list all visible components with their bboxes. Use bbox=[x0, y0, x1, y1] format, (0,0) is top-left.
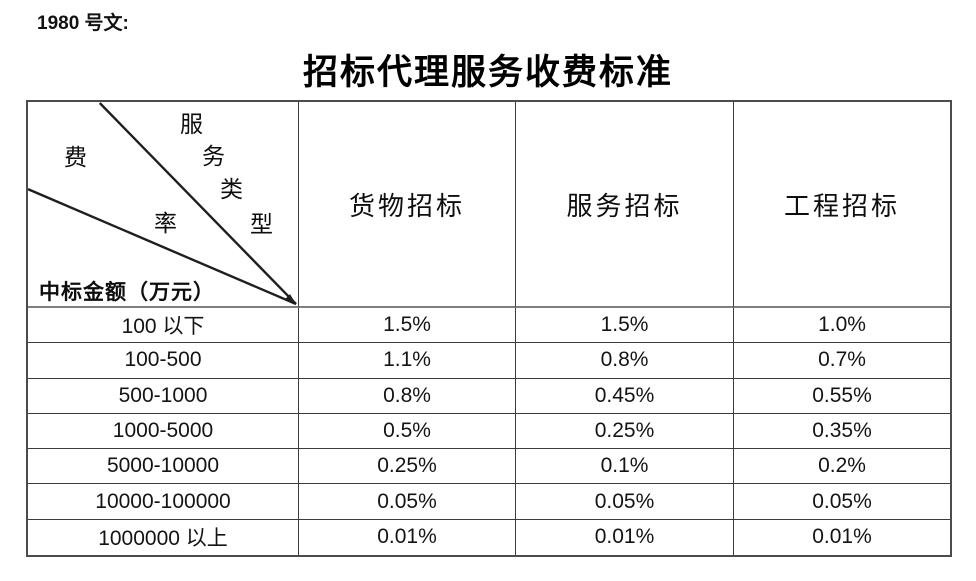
rate-cell-works: 0.01% bbox=[812, 525, 872, 549]
rate-cell-services: 1.5% bbox=[516, 308, 734, 344]
rate-cell-goods: 0.25% bbox=[299, 449, 516, 485]
amount-cell: 1000000 以上 bbox=[28, 519, 299, 555]
rate-cell-goods: 1.1% bbox=[299, 343, 516, 379]
rate-cell-services: 0.01% bbox=[516, 519, 734, 555]
corner-label-rate-char: 率 bbox=[154, 211, 177, 236]
diagonal-arrowhead bbox=[285, 294, 297, 305]
rate-cell-works: 1.0% bbox=[734, 308, 950, 344]
amount-cell: 100 以下 bbox=[28, 308, 299, 344]
corner-label-fee-char: 费 bbox=[64, 145, 87, 170]
rate-cell-works: 0.05% bbox=[734, 484, 950, 520]
amount-cell: 5000-10000 bbox=[28, 449, 299, 485]
corner-label-type-char-4: 型 bbox=[250, 212, 273, 237]
column-header-services: 服务招标 bbox=[516, 102, 734, 308]
rate-cell-services: 0.05% bbox=[516, 484, 734, 520]
rate-cell-works: 0.55% bbox=[734, 379, 950, 414]
page-title: 招标代理服务收费标准 bbox=[302, 53, 673, 92]
amount-cell: 10000-100000 bbox=[28, 484, 299, 520]
amount-cell: 500-1000 bbox=[28, 378, 299, 414]
rate-cell-works: 0.7% bbox=[734, 343, 950, 379]
corner-label-type-char-1: 服 bbox=[180, 112, 203, 137]
corner-label-type-char-3: 类 bbox=[220, 177, 243, 202]
rate-cell-services: 0.1% bbox=[516, 449, 734, 485]
rate-cell-services: 0.8% bbox=[516, 343, 734, 379]
column-header-goods: 货物招标 bbox=[299, 102, 516, 308]
rate-cell-goods: 0.8% bbox=[299, 378, 516, 414]
rate-cell-works: 0.2% bbox=[734, 449, 950, 485]
rate-cell-goods: 0.01% bbox=[299, 519, 516, 555]
rate-cell-goods: 1.5% bbox=[299, 308, 516, 344]
corner-label-type-char-2: 务 bbox=[202, 144, 225, 169]
rate-cell-services: 0.25% bbox=[516, 413, 734, 450]
rate-cell-services: 0.45% bbox=[516, 378, 734, 414]
amount-cell: 100-500 bbox=[28, 343, 299, 379]
rate-cell-goods: 0.05% bbox=[299, 484, 516, 520]
amount-axis-label: 中标金额（万元） bbox=[39, 280, 215, 304]
rate-cell-works: 0.35% bbox=[734, 414, 950, 450]
column-header-works: 工程招标 bbox=[734, 102, 950, 308]
corner-cell: 费 率 服 务 类 型 中标金额（万元） bbox=[28, 102, 299, 308]
diagonal-lines bbox=[28, 102, 297, 306]
amount-cell: 1000-5000 bbox=[28, 413, 299, 450]
rate-cell-goods: 0.5% bbox=[299, 413, 516, 450]
fee-table: 费 率 服 务 类 型 中标金额（万元） 货物招标 服务招标 工程招标 100 … bbox=[26, 100, 952, 557]
doc-ref: 1980 号文: bbox=[37, 13, 129, 34]
